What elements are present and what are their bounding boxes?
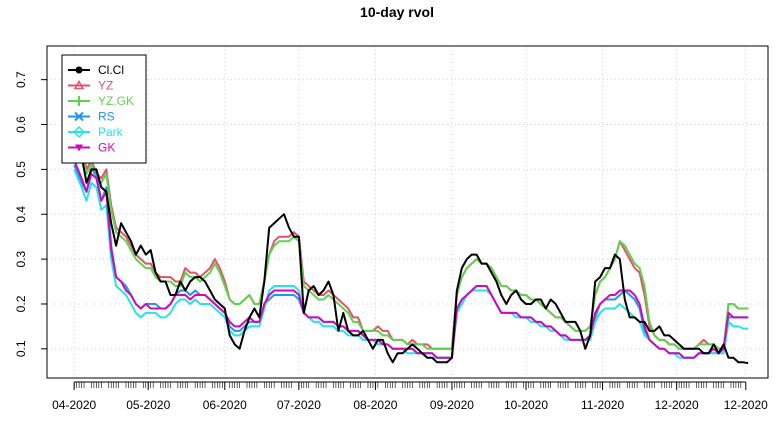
series-group: [73, 137, 749, 365]
x-tick-label: 07-2020: [277, 398, 321, 412]
x-tick-label: 12-2020: [724, 398, 768, 412]
legend-marker-triangle: [73, 79, 85, 90]
y-tick-label: 0.7: [14, 71, 28, 88]
plot-frame: [46, 45, 769, 379]
legend-label: YZ.GK: [98, 94, 134, 108]
legend-marker-diamond: [72, 125, 86, 139]
legend-item: GK: [68, 141, 115, 155]
x-tick-label: 06-2020: [203, 398, 247, 412]
legend-item: YZ: [68, 79, 113, 93]
legend-label: Cl.Cl: [98, 63, 124, 77]
series-line-yz-gk: [73, 141, 749, 350]
y-tick-label: 0.6: [14, 116, 28, 133]
legend-label: Park: [98, 125, 124, 139]
y-tick-label: 0.5: [14, 161, 28, 178]
x-tick-label: 12-2020: [655, 398, 699, 412]
chart-title: 10-day rvol: [360, 4, 434, 20]
series-line-gk: [73, 160, 749, 359]
legend-label: RS: [98, 110, 115, 124]
y-tick-label: 0.2: [14, 295, 28, 312]
legend-marker-circle: [75, 66, 83, 74]
legend-marker-plus: [74, 96, 84, 106]
x-tick-label: 08-2020: [353, 398, 397, 412]
x-tick-label: 09-2020: [430, 398, 474, 412]
y-tick-label: 0.4: [14, 206, 28, 223]
y-tick-label: 0.1: [14, 340, 28, 357]
legend-label: YZ: [98, 79, 113, 93]
y-tick-label: 0.3: [14, 250, 28, 267]
axes: 0.1 0.2 0.3 0.4 0.5 0.6 0.7 04-2020 05-2020 06-20…: [14, 45, 769, 412]
series-line-yz: [73, 137, 749, 350]
series-line-park: [73, 169, 749, 359]
legend-label: GK: [98, 141, 115, 155]
series-line-cl-cl: [73, 146, 749, 365]
legend-item: Park: [68, 125, 124, 139]
x-tick-label: 05-2020: [126, 398, 170, 412]
x-tick-label: 11-2020: [581, 398, 624, 412]
series-line-rs: [73, 164, 749, 359]
legend-item: YZ.GK: [68, 94, 134, 108]
legend-marker-triangle-down: [75, 144, 83, 152]
x-tick-label: 10-2020: [504, 398, 548, 412]
legend-item: RS: [68, 110, 115, 124]
legend-item: Cl.Cl: [68, 63, 124, 77]
legend-marker-cross: [74, 111, 84, 122]
x-tick-label: 04-2020: [52, 398, 96, 412]
